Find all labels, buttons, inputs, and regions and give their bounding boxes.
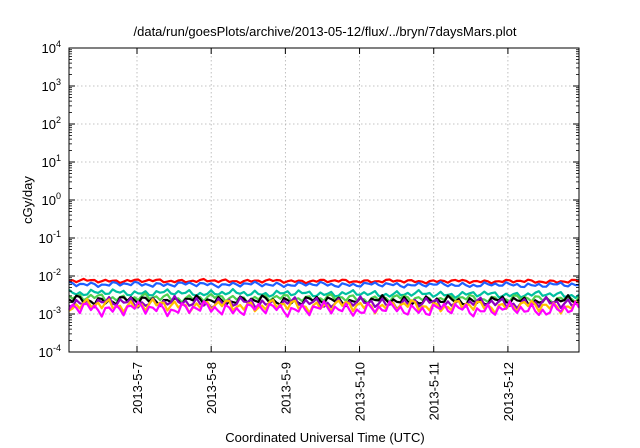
x-tick-label: 2013-5-12 (501, 362, 516, 421)
y-tick-label: 10-2 (39, 267, 61, 284)
y-tick-label: 103 (42, 77, 61, 94)
x-tick-label: 2013-5-8 (204, 362, 219, 414)
series-line (68, 300, 580, 318)
x-tick-label: 2013-5-11 (427, 362, 442, 420)
x-tick-label: 2013-5-10 (353, 362, 368, 421)
y-tick-label: 10-4 (39, 343, 61, 360)
x-axis: 2013-5-7 2013-5-8 2013-5-9 2013-5-10 2013-5-… (130, 48, 516, 421)
series-line (68, 280, 579, 289)
series-line (68, 288, 580, 299)
chart-title: /data/run/goesPlots/archive/2013-05-12/f… (134, 24, 517, 39)
y-axis: 10-4 10-3 10-2 10-1 100 101 102 103 104 (39, 39, 579, 360)
series-line (68, 277, 580, 285)
x-axis-label: Coordinated Universal Time (UTC) (225, 430, 424, 445)
y-tick-label: 104 (42, 39, 61, 56)
y-tick-label: 10-1 (39, 229, 61, 246)
series-line (68, 297, 580, 315)
y-tick-label: 102 (42, 115, 61, 132)
series-group (68, 277, 580, 318)
y-tick-label: 101 (42, 153, 61, 170)
x-tick-label: 2013-5-7 (130, 362, 145, 414)
x-tick-label: 2013-5-9 (278, 362, 293, 414)
y-axis-label: cGy/day (20, 176, 35, 224)
y-tick-label: 10-3 (39, 305, 61, 322)
y-tick-label: 100 (42, 191, 61, 208)
